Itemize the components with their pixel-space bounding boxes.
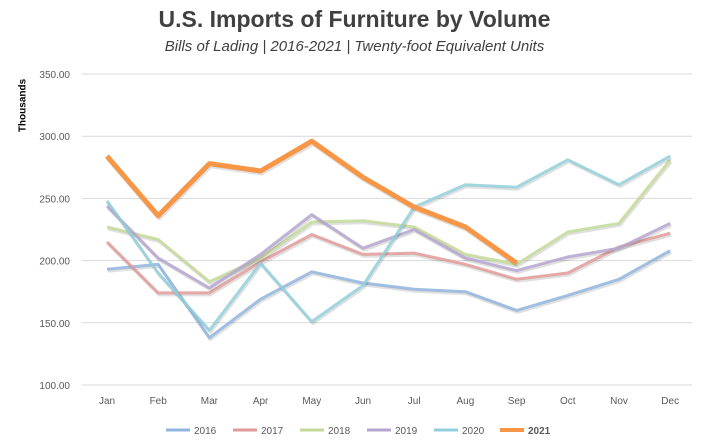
x-tick-label: Nov — [610, 396, 628, 407]
series-line-2017 — [105, 231, 671, 295]
legend-label-2020: 2020 — [462, 426, 485, 437]
series-line-2016 — [106, 249, 671, 340]
x-tick-label: Feb — [150, 396, 168, 407]
x-tick-label: Apr — [253, 396, 269, 407]
legend-label-2019: 2019 — [395, 426, 418, 437]
legend-label-2017: 2017 — [261, 426, 284, 437]
x-tick-label: Jan — [99, 396, 115, 407]
series-line-2018 — [106, 158, 672, 284]
series-shadow-2017 — [106, 233, 672, 297]
chart-title: U.S. Imports of Furniture by Volume — [158, 6, 551, 32]
series-line-2019 — [105, 204, 671, 290]
x-tick-label: May — [302, 396, 321, 407]
x-tick-label: Jun — [355, 396, 371, 407]
chart-subtitle: Bills of Lading | 2016-2021 | Twenty-foo… — [164, 38, 545, 55]
x-tick-label: Mar — [201, 396, 219, 407]
series-line-2021 — [105, 138, 519, 266]
y-tick-label: 350.00 — [39, 70, 70, 81]
legend-label-2016: 2016 — [194, 426, 217, 437]
series-line-2020 — [105, 154, 671, 332]
y-tick-label: 200.00 — [39, 257, 70, 268]
y-tick-label: 100.00 — [39, 381, 70, 392]
x-tick-label: Oct — [560, 396, 576, 407]
y-tick-label: 150.00 — [39, 319, 70, 330]
y-tick-label: 300.00 — [39, 132, 70, 143]
x-tick-label: Jul — [408, 396, 421, 407]
legend-label-2021: 2021 — [528, 426, 551, 437]
x-tick-label: Aug — [457, 396, 475, 407]
legend-label-2018: 2018 — [328, 426, 351, 437]
x-tick-label: Sep — [508, 396, 526, 407]
x-tick-label: Dec — [661, 396, 679, 407]
y-tick-label: 250.00 — [39, 194, 70, 205]
